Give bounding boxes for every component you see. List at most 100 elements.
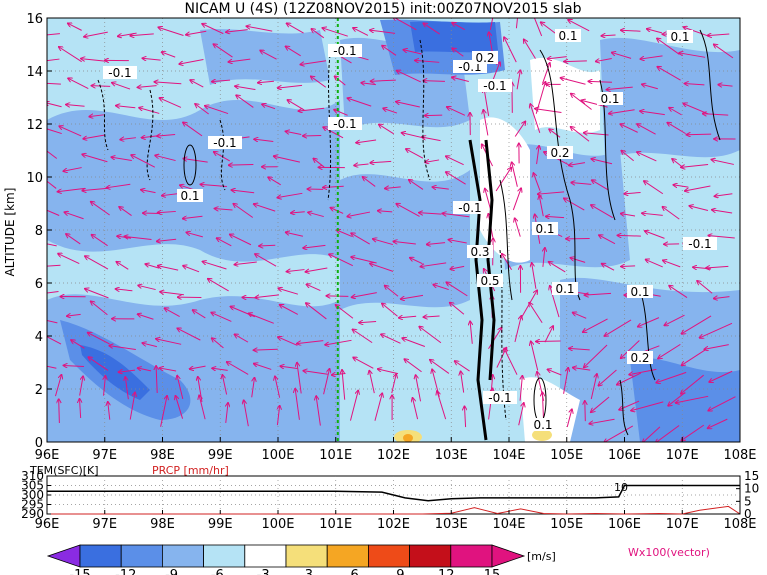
shading-region: [200, 28, 330, 85]
wind-vector: [420, 262, 447, 267]
wind-vector: [707, 418, 728, 428]
wind-vector: [640, 55, 663, 59]
wind-vector: [47, 291, 59, 294]
wind-vector: [566, 409, 572, 428]
wind-vector: [82, 154, 108, 163]
colorbar-label: -6: [211, 568, 224, 575]
y-tick-label: 8: [35, 224, 43, 239]
wind-vector: [137, 86, 157, 88]
wind-vector: [589, 418, 615, 424]
wind-vector: [689, 206, 709, 212]
wind-vector: [277, 84, 303, 88]
wind-vector: [664, 314, 685, 325]
wind-vector: [156, 339, 182, 345]
contour-line: [539, 49, 581, 301]
wind-vector: [370, 30, 396, 34]
wind-vector: [59, 126, 82, 137]
contour-label: 0.2: [550, 146, 569, 160]
x-tick-label: 99E: [208, 448, 233, 463]
wind-vector: [568, 162, 586, 166]
wind-vector: [362, 177, 376, 187]
wind-vector: [202, 24, 224, 35]
wind-vector: [620, 213, 636, 216]
wind-vector: [111, 157, 132, 161]
wind-vector: [160, 292, 184, 296]
wind-vector: [255, 294, 280, 298]
wind-vector: [64, 212, 84, 220]
wind-vector: [645, 231, 665, 239]
wind-vector: [157, 266, 179, 271]
wind-vector: [707, 34, 730, 36]
wind-vector: [159, 368, 177, 372]
wind-vector: [116, 106, 136, 108]
wind-vector: [57, 187, 85, 191]
wind-vector: [383, 108, 398, 114]
wind-vector: [489, 18, 494, 31]
wind-vector: [403, 50, 422, 55]
wind-vector: [590, 374, 597, 400]
wind-vector: [211, 312, 232, 322]
wind-vector: [156, 366, 157, 394]
y-tick-label: 10: [26, 171, 43, 186]
wind-vector: [601, 35, 616, 36]
wind-vector: [84, 31, 108, 37]
wind-vector: [512, 188, 521, 211]
wind-vector: [450, 266, 465, 269]
wind-vector: [608, 109, 635, 114]
wind-vector: [370, 263, 394, 272]
contour-line: [499, 179, 513, 301]
x-tick-label: 98E: [150, 517, 175, 532]
wind-vector: [524, 39, 536, 59]
contour-label-bg: [477, 274, 503, 287]
wind-vector: [246, 26, 273, 32]
wind-vector: [681, 374, 704, 394]
wind-vector: [638, 317, 660, 327]
wind-vector: [591, 205, 613, 219]
wind-vector: [708, 235, 735, 239]
wind-vector: [47, 103, 62, 108]
wind-vector: [484, 88, 490, 116]
wind-vector: [138, 285, 156, 291]
x-axis-lower: 96E 97E 98E 99E 100E 101E 102E 103E 104E 105E 106E…: [35, 510, 757, 532]
wind-vector: [356, 139, 377, 143]
wind-vector: [330, 207, 344, 214]
wind-vector: [183, 159, 208, 163]
wind-vector: [139, 108, 160, 114]
wind-vector: [129, 392, 135, 420]
colorbar-segment: [409, 544, 452, 568]
contour-line: [146, 89, 154, 181]
wind-vector: [384, 285, 399, 297]
wind-vector: [599, 235, 616, 245]
wind-vector: [584, 344, 608, 368]
wind-vector: [226, 403, 228, 423]
wind-vector: [279, 305, 299, 315]
wind-vector: [539, 195, 544, 217]
x-tick-label: 96E: [35, 517, 60, 532]
wind-vector: [116, 262, 129, 270]
wind-vector: [543, 247, 545, 267]
temperature-line: [47, 484, 740, 502]
contour-label: 0.1: [670, 30, 689, 44]
x-tick-label: 105E: [550, 448, 583, 463]
wind-vector: [91, 235, 108, 247]
wind-vector: [214, 208, 233, 210]
x-tick-label: 102E: [377, 517, 410, 532]
vector-scale-label: Wx100(vector): [628, 546, 710, 559]
wind-vector: [604, 425, 634, 442]
wind-vector: [624, 192, 641, 193]
shading-region: [480, 117, 530, 263]
precipitation-line: [47, 505, 741, 515]
wind-vector: [655, 425, 680, 442]
wind-vector: [547, 369, 562, 376]
wind-vector: [515, 18, 518, 29]
wind-vector: [47, 336, 62, 345]
colorbar-label: -9: [165, 568, 178, 575]
wind-vector: [234, 261, 257, 265]
contour-line: [699, 29, 721, 141]
wind-vector: [483, 110, 489, 136]
wind-vector: [571, 183, 592, 185]
contour-label: 0.1: [180, 189, 199, 203]
colorbar-segment: [491, 544, 526, 568]
wind-vector: [222, 375, 228, 395]
